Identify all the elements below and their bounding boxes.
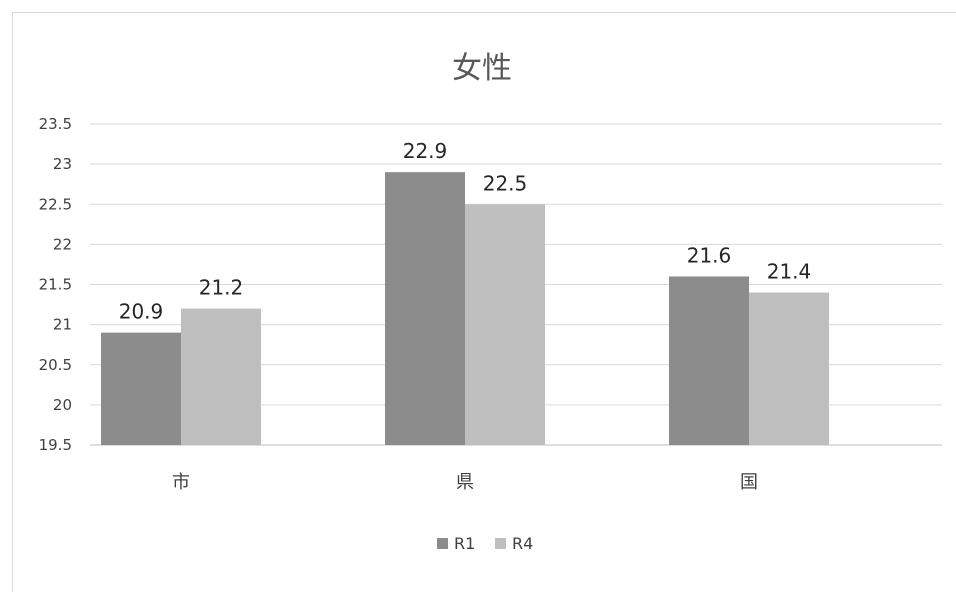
category-label: 県 (456, 472, 474, 493)
bars (101, 172, 829, 445)
chart-frame (12, 12, 956, 592)
chart-title: 女性 (452, 51, 512, 86)
y-axis-ticks: 19.5 20 20.5 21 21.5 22 22.5 23 23.5 (39, 115, 72, 454)
y-tick-label: 23 (53, 155, 72, 173)
bar-r4-2 (749, 292, 829, 445)
data-label: 22.9 (403, 139, 448, 163)
y-tick-label: 19.5 (39, 436, 72, 454)
y-tick-label: 22 (53, 235, 72, 253)
data-labels: 20.9 21.2 22.9 22.5 21.6 21.4 (119, 139, 812, 324)
category-label: 国 (740, 472, 758, 493)
bar-r1-2 (669, 276, 749, 445)
category-label: 市 (172, 472, 190, 493)
legend: R1 R4 (437, 534, 533, 553)
legend-swatch-r4 (495, 538, 506, 549)
y-tick-label: 21 (53, 316, 72, 334)
data-label: 21.6 (687, 243, 732, 267)
data-label: 20.9 (119, 300, 164, 324)
data-label: 21.4 (767, 260, 812, 284)
y-tick-label: 23.5 (39, 115, 72, 133)
data-label: 22.5 (483, 171, 528, 195)
legend-label-r4: R4 (512, 534, 533, 553)
y-tick-label: 20.5 (39, 356, 72, 374)
legend-swatch-r1 (437, 538, 448, 549)
y-tick-label: 22.5 (39, 195, 72, 213)
legend-label-r1: R1 (454, 534, 475, 553)
data-label: 21.2 (199, 276, 244, 300)
bar-r1-1 (385, 172, 465, 445)
bar-r1-0 (101, 332, 181, 445)
x-axis-categories: 市県国 (172, 472, 758, 493)
y-tick-label: 21.5 (39, 276, 72, 294)
y-tick-label: 20 (53, 396, 72, 414)
bar-r4-0 (181, 308, 261, 445)
bar-r4-1 (465, 204, 545, 445)
